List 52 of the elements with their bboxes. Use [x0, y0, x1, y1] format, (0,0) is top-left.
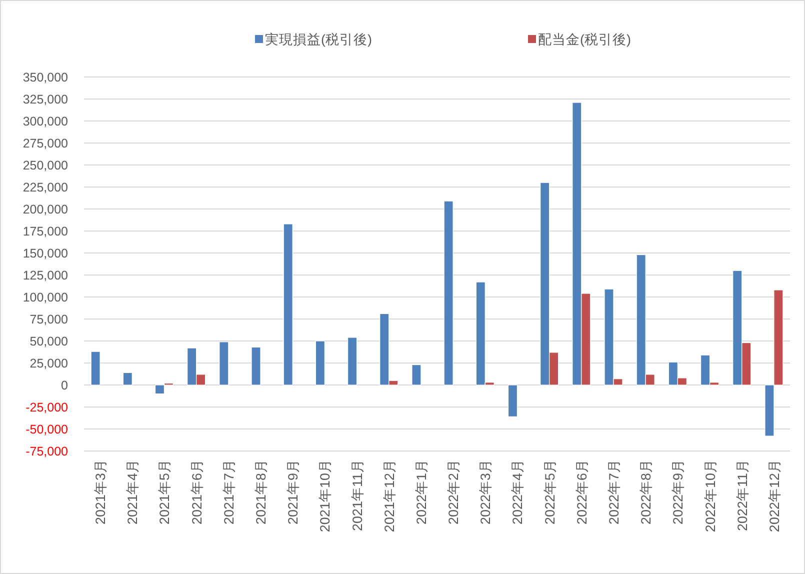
y-tick-label: -50,000 — [26, 422, 68, 436]
x-tick-label: 2022年1月 — [414, 459, 429, 525]
x-tick-label: 2022年10月 — [702, 459, 718, 532]
bar — [251, 346, 261, 386]
y-tick-label: 150,000 — [22, 246, 68, 260]
x-tick-label: 2021年6月 — [189, 459, 204, 525]
y-tick-label: -75,000 — [26, 444, 68, 458]
x-tick-label: 2022年4月 — [510, 459, 526, 525]
bar — [122, 372, 132, 386]
bar — [347, 337, 358, 386]
y-tick-label: 350,000 — [22, 70, 68, 84]
x-tick-label: 2021年7月 — [221, 459, 236, 525]
y-tick-label: 250,000 — [22, 158, 68, 172]
legend-label: 実現損益(税引後) — [265, 32, 372, 47]
bar — [508, 384, 518, 417]
y-tick-label: -25,000 — [26, 400, 68, 414]
x-tick-label: 2021年11月 — [350, 459, 365, 532]
x-tick-label: 2021年9月 — [286, 459, 301, 525]
y-tick-label: 325,000 — [22, 92, 68, 106]
x-tick-label: 2022年5月 — [542, 459, 558, 525]
x-tick-label: 2022年6月 — [574, 459, 590, 525]
y-tick-label: 200,000 — [22, 202, 68, 216]
y-tick-label: 275,000 — [22, 136, 68, 150]
x-tick-label: 2021年5月 — [157, 459, 172, 525]
y-tick-label: 300,000 — [22, 114, 68, 128]
y-tick-label: 225,000 — [22, 180, 68, 194]
x-tick-label: 2022年11月 — [734, 459, 750, 532]
x-tick-label: 2022年7月 — [606, 459, 622, 525]
legend-label: 配当金(税引後) — [538, 32, 631, 47]
y-tick-label: 25,000 — [30, 356, 68, 370]
x-tick-label: 2022年2月 — [446, 459, 462, 525]
y-tick-label: 175,000 — [22, 224, 68, 238]
bar — [315, 340, 325, 386]
x-tick-label: 2022年8月 — [638, 459, 654, 525]
x-tick-label: 2021年3月 — [93, 459, 108, 525]
bar — [283, 224, 293, 386]
y-tick-label: 0 — [61, 378, 68, 392]
y-tick-label: 50,000 — [30, 334, 68, 348]
bar — [219, 342, 229, 386]
x-tick-label: 2022年9月 — [670, 459, 686, 525]
x-tick-label: 2022年12月 — [766, 459, 782, 532]
y-tick-label: 75,000 — [30, 312, 68, 326]
x-tick-label: 2021年10月 — [318, 459, 333, 532]
bar — [444, 200, 454, 386]
y-tick-label: 125,000 — [22, 268, 68, 282]
bar — [90, 351, 100, 386]
x-tick-label: 2022年3月 — [478, 459, 494, 525]
x-tick-label: 2021年4月 — [125, 459, 140, 525]
y-tick-label: 100,000 — [22, 290, 68, 304]
bar — [412, 364, 422, 386]
x-tick-label: 2021年12月 — [382, 459, 397, 532]
x-tick-label: 2021年8月 — [254, 459, 268, 525]
